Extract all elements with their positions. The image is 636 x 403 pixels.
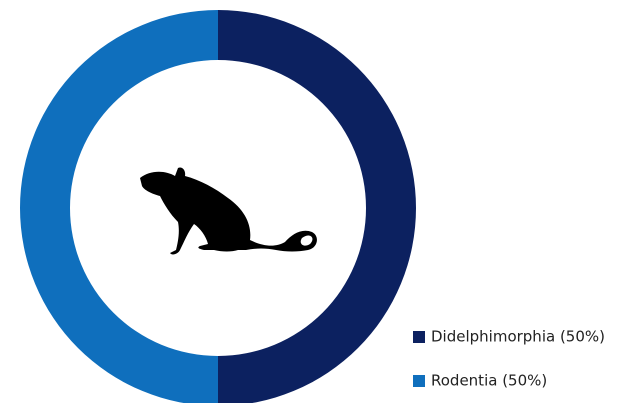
legend-swatch xyxy=(413,375,425,387)
legend-label: Rodentia (50%) xyxy=(431,372,547,390)
legend-label: Didelphimorphia (50%) xyxy=(431,328,605,346)
rat-icon xyxy=(140,167,317,255)
donut-segment xyxy=(218,10,416,403)
donut-segment xyxy=(20,10,218,403)
legend-swatch xyxy=(413,331,425,343)
